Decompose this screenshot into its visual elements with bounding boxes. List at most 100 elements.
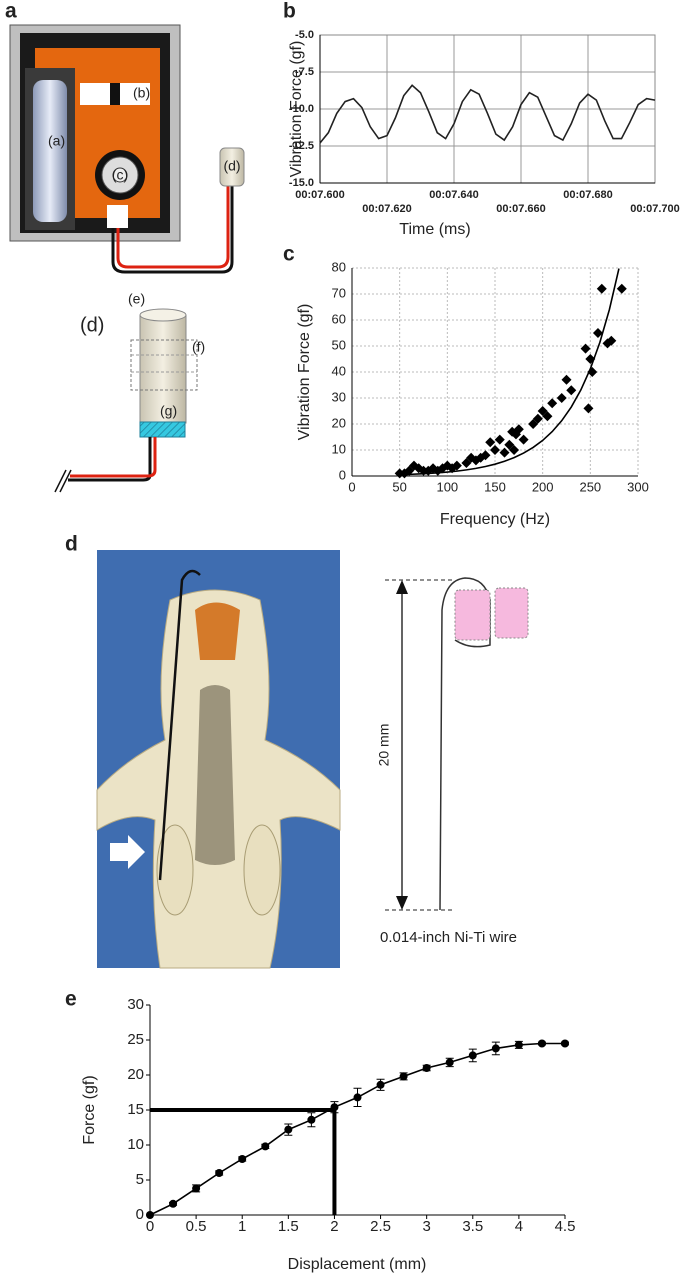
point — [192, 1184, 201, 1193]
y-tick-label: 0 — [136, 1206, 144, 1223]
point — [494, 434, 505, 445]
x-tick-label: 00:07.700 — [630, 203, 680, 215]
y-tick-label: 30 — [332, 389, 346, 404]
point — [518, 434, 529, 445]
x-tick-label: 100 — [436, 479, 458, 494]
component-label: (d) — [80, 314, 104, 336]
point — [445, 1058, 454, 1067]
device-diagram: a (a) (b) (c) (d) — [5, 0, 245, 274]
point — [376, 1080, 385, 1089]
y-tick-label: -12.5 — [289, 140, 314, 152]
y-tick-label: 20 — [332, 415, 346, 430]
component-label: (f) — [192, 339, 205, 355]
point — [307, 1115, 316, 1124]
y-tick-label: -7.5 — [295, 66, 314, 78]
component-label: (d) — [223, 158, 240, 174]
x-axis-label: Frequency (Hz) — [440, 511, 550, 528]
x-axis-label: Displacement (mm) — [288, 1256, 427, 1273]
point — [532, 413, 543, 424]
y-tick-label: 25 — [127, 1031, 144, 1048]
x-tick-label: 2 — [330, 1218, 338, 1235]
y-tick-label: 60 — [332, 311, 346, 326]
x-tick-label: 3.5 — [462, 1218, 483, 1235]
x-tick-label: 4.5 — [555, 1218, 576, 1235]
component-label: (g) — [160, 403, 177, 419]
point — [491, 1044, 500, 1053]
y-tick-label: 80 — [332, 259, 346, 274]
y-axis-label: Vibration Force (gf) — [288, 41, 305, 178]
component-label: (e) — [128, 291, 145, 307]
component-label: (a) — [48, 133, 65, 149]
point — [284, 1125, 293, 1134]
point — [561, 1039, 569, 1048]
point — [592, 328, 603, 338]
length-label: 20 mm — [376, 724, 392, 767]
point — [215, 1169, 224, 1177]
x-tick-label: 150 — [484, 479, 506, 494]
y-tick-label: 20 — [127, 1066, 144, 1083]
data-line — [319, 84, 656, 144]
x-tick-label: 0 — [348, 479, 355, 494]
x-tick-label: 300 — [627, 479, 649, 494]
probe-diagram: (d) (e) (f) (g) — [54, 291, 205, 493]
wire-label: 0.014-inch Ni-Ti wire — [380, 929, 517, 946]
point — [542, 411, 553, 422]
point — [556, 393, 567, 403]
point — [468, 1051, 477, 1060]
point — [509, 445, 520, 455]
point — [513, 424, 524, 435]
y-tick-label: 15 — [127, 1101, 144, 1118]
point — [490, 445, 500, 455]
data-line — [149, 1042, 565, 1216]
y-tick-label: 10 — [127, 1136, 144, 1153]
y-tick-label: -10.0 — [289, 103, 314, 115]
point — [261, 1142, 270, 1151]
point — [566, 385, 577, 396]
y-tick-label: 70 — [332, 285, 346, 300]
y-tick-label: 0 — [339, 467, 346, 482]
point — [561, 374, 572, 385]
x-tick-label: 00:07.660 — [496, 203, 546, 215]
x-tick-label: 0 — [146, 1218, 154, 1235]
point — [399, 1072, 408, 1081]
x-tick-label: 1 — [238, 1218, 246, 1235]
point — [547, 398, 558, 409]
data-line — [399, 268, 620, 476]
panel-label: e — [65, 988, 77, 1011]
y-tick-label: 5 — [136, 1171, 144, 1188]
point — [146, 1211, 154, 1219]
x-tick-label: 0.5 — [186, 1218, 207, 1235]
x-tick-label: 00:07.680 — [563, 189, 613, 201]
y-tick-label: -15.0 — [289, 177, 314, 189]
x-tick-label: 1.5 — [278, 1218, 299, 1235]
x-tick-label: 3 — [422, 1218, 430, 1235]
panel-label: b — [283, 0, 296, 23]
x-tick-label: 00:07.620 — [362, 203, 412, 215]
component-label: (b) — [133, 85, 150, 101]
point — [537, 1039, 546, 1048]
y-tick-label: -5.0 — [295, 29, 314, 41]
x-tick-label: 00:07.640 — [429, 189, 479, 201]
point — [238, 1155, 247, 1163]
point — [580, 343, 591, 354]
y-axis-label: Force (gf) — [81, 1075, 98, 1144]
point — [616, 283, 627, 294]
point — [480, 450, 491, 461]
point — [606, 335, 617, 346]
y-axis-label: Vibration Force (gf) — [296, 304, 313, 441]
component-label: (c) — [112, 167, 128, 183]
x-tick-label: 2.5 — [370, 1218, 391, 1235]
panel-label: a — [5, 0, 17, 23]
x-tick-label: 00:07.600 — [295, 189, 345, 201]
point — [451, 460, 462, 471]
panel-label: d — [65, 533, 78, 556]
point — [353, 1093, 362, 1102]
point — [485, 437, 496, 448]
point — [330, 1103, 339, 1112]
y-tick-label: 10 — [332, 441, 346, 456]
y-tick-label: 50 — [332, 337, 346, 352]
x-tick-label: 200 — [532, 479, 554, 494]
point — [514, 1040, 523, 1049]
y-tick-label: 40 — [332, 363, 346, 378]
point — [596, 283, 607, 294]
